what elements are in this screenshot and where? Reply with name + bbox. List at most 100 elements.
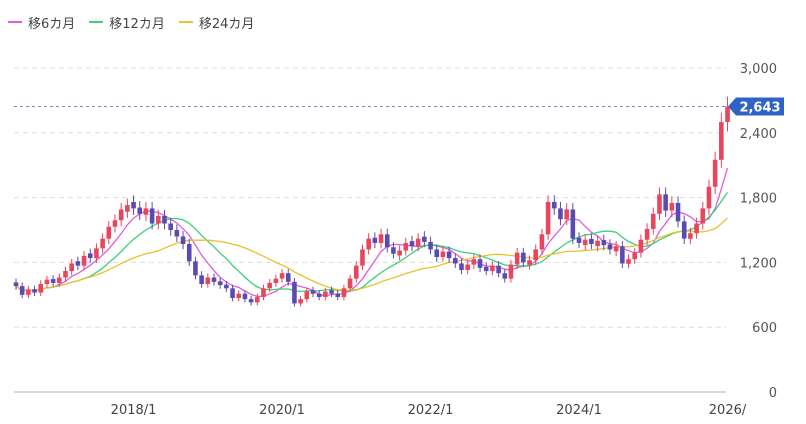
candle: [292, 277, 297, 307]
legend-item-ma6[interactable]: 移6カ月: [8, 13, 75, 32]
candle-body: [353, 265, 359, 279]
candle: [353, 261, 359, 283]
candle-body: [391, 247, 396, 254]
candle-body: [329, 290, 334, 294]
candle-body: [719, 122, 724, 160]
y-tick-label: 0: [769, 386, 777, 401]
candle-body: [384, 234, 390, 248]
candle-body: [292, 281, 297, 304]
candle: [440, 246, 446, 262]
candle: [193, 256, 198, 280]
candle-body: [168, 223, 173, 230]
candle: [118, 203, 124, 227]
candle: [521, 247, 526, 267]
candle-body: [576, 237, 582, 243]
candle: [601, 234, 607, 251]
candle: [81, 251, 87, 271]
candle-body: [143, 208, 149, 215]
candle: [69, 258, 74, 276]
candle: [186, 238, 192, 266]
candle-body: [75, 261, 81, 266]
candle: [298, 295, 303, 307]
candle-body: [81, 255, 87, 266]
candle-body: [650, 213, 656, 229]
candle-body: [521, 252, 526, 263]
candle-body: [217, 281, 223, 286]
candle: [38, 280, 44, 297]
candle: [626, 254, 631, 269]
candle: [564, 203, 569, 226]
candle: [650, 207, 656, 235]
candle: [459, 258, 464, 275]
candle-body: [236, 293, 242, 299]
candle: [57, 273, 62, 287]
candle: [360, 244, 365, 271]
legend-item-ma12[interactable]: 移12カ月: [89, 13, 165, 32]
candle: [347, 274, 353, 292]
candle-body: [551, 201, 557, 209]
candle-body: [19, 286, 25, 295]
candle-body: [304, 291, 310, 300]
x-tick-label: 2026/: [709, 403, 747, 418]
candle-body: [112, 220, 118, 227]
candle-body: [360, 249, 365, 266]
candle: [434, 244, 440, 262]
candle-body: [632, 252, 638, 260]
candle: [502, 269, 508, 283]
candle-body: [620, 246, 625, 264]
candle: [595, 235, 600, 252]
candle: [719, 112, 724, 168]
candles: [13, 96, 730, 307]
y-tick-label: 600: [752, 321, 777, 336]
candle-body: [44, 279, 50, 284]
candle: [694, 217, 699, 239]
candle-body: [279, 273, 285, 279]
candle-body: [471, 259, 477, 265]
candle-body: [688, 233, 693, 239]
candle: [384, 228, 390, 253]
candle-body: [378, 234, 384, 243]
candle: [224, 280, 229, 292]
candle: [341, 284, 347, 301]
candle: [545, 195, 551, 240]
candle-body: [725, 106, 730, 122]
candle-body: [131, 201, 136, 209]
candle: [527, 255, 532, 270]
candle-body: [409, 241, 415, 247]
y-tick-label: 2,400: [740, 127, 777, 142]
candle: [372, 232, 378, 249]
candle-body: [69, 263, 74, 272]
candle: [514, 247, 520, 270]
candle: [366, 233, 371, 255]
candle: [248, 295, 254, 306]
candle-body: [341, 288, 347, 297]
candle-body: [446, 251, 452, 259]
candle: [285, 269, 291, 286]
x-axis: 2018/1 2020/1 2022/1 2024/1 2026/: [111, 403, 747, 418]
candle-body: [558, 208, 563, 220]
candle: [261, 284, 266, 301]
candle-body: [403, 242, 409, 251]
candle: [539, 228, 545, 255]
candle: [87, 248, 93, 263]
candle-body: [211, 277, 217, 282]
candle: [415, 233, 421, 252]
legend-item-ma24[interactable]: 移24カ月: [178, 13, 255, 32]
candle: [477, 254, 483, 273]
y-tick-label: 1,200: [740, 256, 777, 271]
candle: [230, 284, 235, 302]
candle: [675, 196, 681, 228]
candle: [663, 187, 668, 217]
candle-body: [205, 277, 211, 284]
candle: [50, 275, 56, 287]
legend-label-ma24: 移24カ月: [198, 16, 255, 32]
candle: [44, 275, 50, 288]
candle-body: [57, 277, 62, 283]
candle: [310, 286, 316, 298]
candle-body: [174, 230, 180, 237]
candle-body: [663, 194, 668, 211]
candle-body: [254, 296, 260, 303]
candle-body: [589, 238, 594, 245]
candle: [125, 198, 130, 219]
